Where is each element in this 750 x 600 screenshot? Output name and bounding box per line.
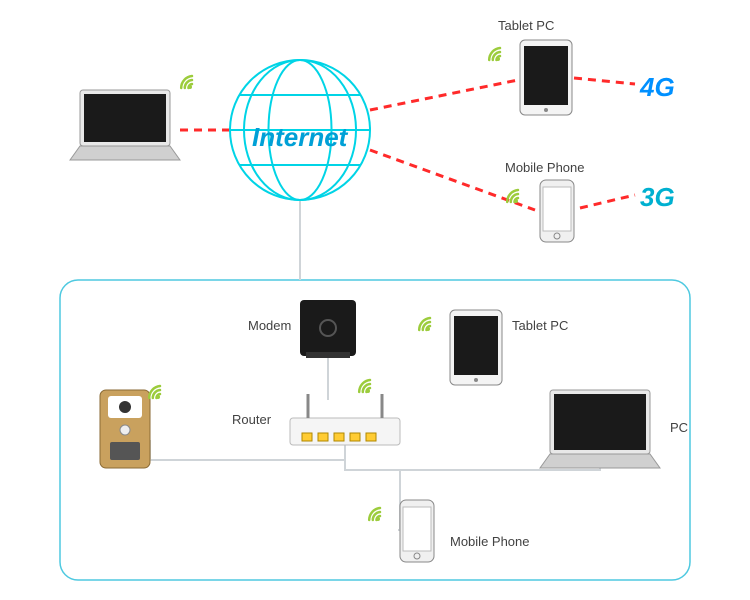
tech-4g-label: 4G — [640, 72, 675, 103]
tech-3g-label: 3G — [640, 182, 675, 213]
phone-top-label: Mobile Phone — [505, 160, 585, 175]
modem-label: Modem — [248, 318, 291, 333]
network-diagram: Internet Tablet PC Mobile Phone 4G 3G Mo… — [0, 0, 750, 600]
internet-label: Internet — [252, 122, 347, 153]
router-label: Router — [232, 412, 271, 427]
pc-label: PC — [670, 420, 688, 435]
phone-lan-label: Mobile Phone — [450, 534, 530, 549]
tablet-top-label: Tablet PC — [498, 18, 554, 33]
diagram-svg — [0, 0, 750, 600]
tablet-lan-label: Tablet PC — [512, 318, 568, 333]
